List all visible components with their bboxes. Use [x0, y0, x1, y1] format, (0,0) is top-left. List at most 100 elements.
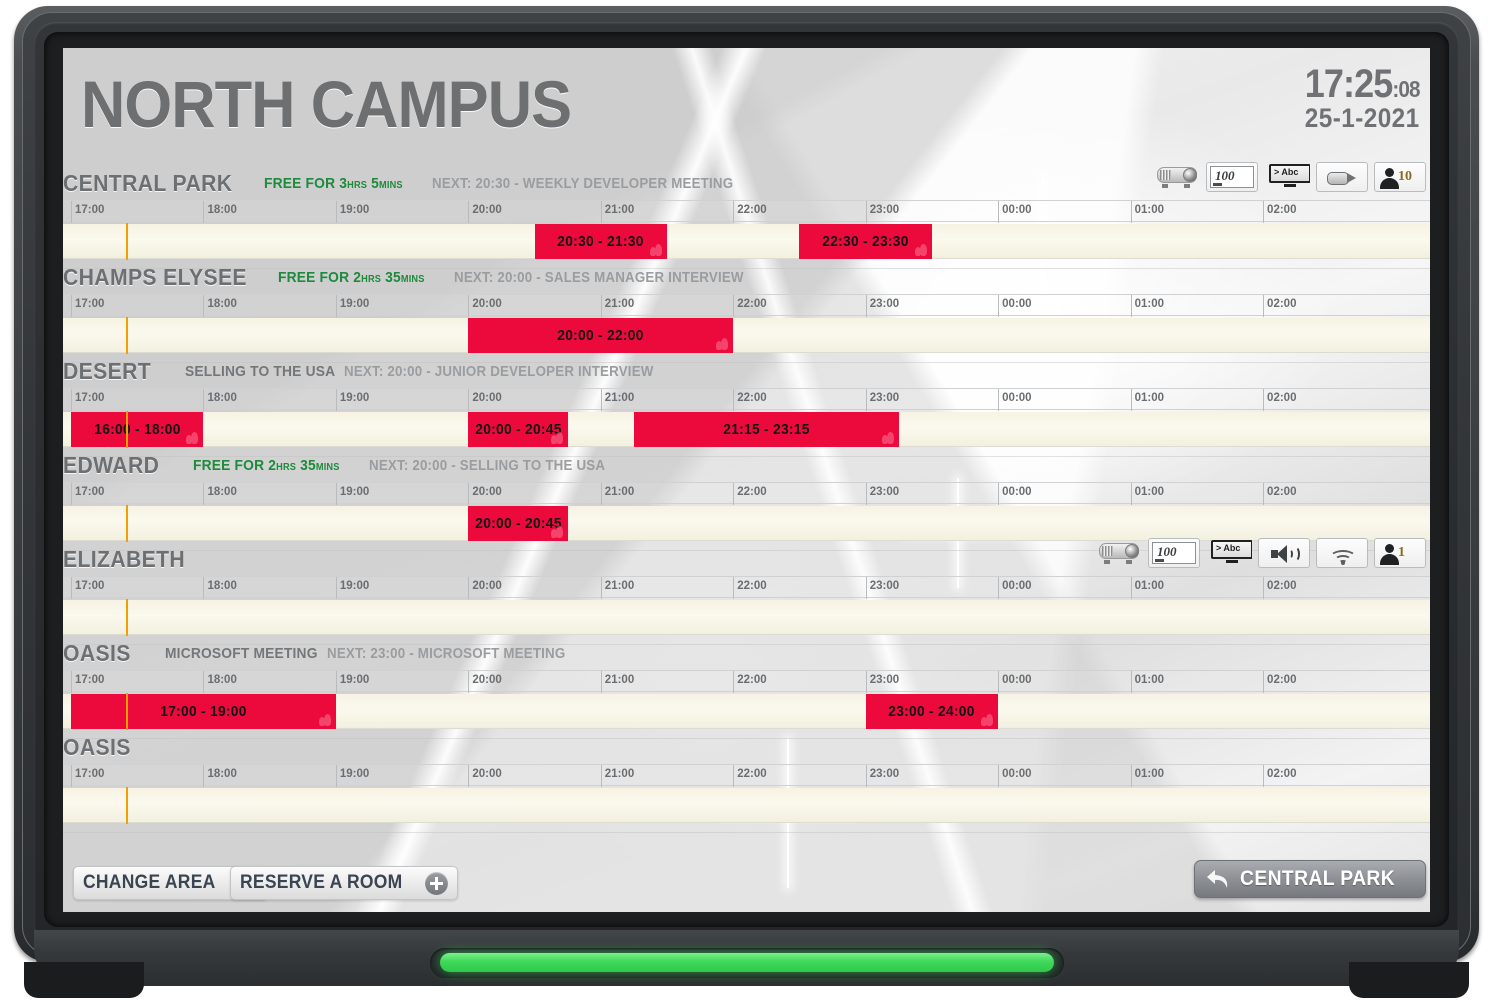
room-row[interactable]: DESERT SELLING TO THE USA NEXT: 20:00 - JU… [63, 354, 1430, 457]
timeline-tick: 19:00 [335, 389, 369, 411]
timeline-track[interactable]: 20:00 - 22:00 [63, 317, 1430, 354]
timeline-tick: 21:00 [600, 389, 634, 411]
footer-toolbar: CHANGE AREA RESERVE A ROOM CENTRAL PARK [63, 858, 1430, 904]
undo-arrow-icon [1205, 868, 1231, 890]
back-button-label: CENTRAL PARK [1240, 867, 1396, 890]
room-status-minutes: 35 [381, 269, 402, 286]
room-status: FREE FOR 2HRS 35MINS [193, 457, 340, 474]
video-camera-icon [1316, 162, 1368, 192]
current-time-marker [126, 787, 129, 824]
booking-block[interactable]: 21:15 - 23:15 [633, 412, 899, 447]
booking-block[interactable]: 16:00 - 18:00 [71, 412, 204, 447]
booking-block[interactable]: 20:00 - 22:00 [468, 318, 734, 353]
timeline-tick: 19:00 [335, 201, 369, 223]
timeline-tick: 01:00 [1130, 201, 1164, 223]
current-time-marker [126, 411, 129, 448]
timeline-tick: 18:00 [203, 765, 237, 787]
timeline-tick-label: 20:00 [472, 674, 502, 686]
booking-block[interactable]: 22:30 - 23:30 [799, 224, 932, 259]
booking-block[interactable]: 20:00 - 20:45 [468, 412, 568, 447]
timeline-tick-label: 17:00 [75, 768, 105, 780]
booking-label: 21:15 - 23:15 [723, 421, 810, 438]
timeline-tick: 18:00 [203, 671, 237, 693]
timeline-tick-label: 02:00 [1267, 204, 1297, 216]
timeline-tick-label: 21:00 [604, 298, 635, 310]
timeline-tick-label: 18:00 [207, 580, 237, 592]
room-next-meeting: NEXT: 20:00 - JUNIOR DEVELOPER INTERVIEW [343, 364, 654, 380]
timeline-tick: 00:00 [998, 671, 1032, 693]
timeline-track[interactable] [63, 599, 1430, 636]
timeline-tick: 18:00 [203, 389, 237, 411]
timeline-tick: 23:00 [865, 671, 899, 693]
timeline-tick-label: 20:00 [472, 392, 502, 404]
timeline-tick: 23:00 [865, 577, 899, 599]
timeline-track[interactable]: 16:00 - 18:00 20:00 - 20:45 21:15 - 23:15 [63, 411, 1430, 448]
timeline-tick: 21:00 [600, 201, 634, 223]
room-name: EDWARD [63, 452, 160, 478]
timeline-tick-label: 21:00 [604, 768, 635, 780]
timeline-tick-label: 00:00 [1002, 674, 1032, 686]
timeline-tick-label: 23:00 [869, 486, 900, 498]
room-row[interactable]: EDWARD FREE FOR 2HRS 35MINS NEXT: 20:00 - … [63, 448, 1430, 551]
timeline-tick-label: 01:00 [1134, 768, 1165, 780]
room-row[interactable]: CHAMPS ELYSEE FREE FOR 2HRS 35MINS NEXT: 2… [63, 260, 1430, 363]
timeline-tick-label: 22:00 [737, 204, 767, 216]
room-amenities: 100 > Abc 1 [1096, 538, 1426, 568]
room-status-unit-hrs: HRS [346, 180, 367, 191]
timeline-track[interactable] [63, 787, 1430, 824]
timeline-track[interactable]: 20:00 - 20:45 [63, 505, 1430, 542]
room-status: SELLING TO THE USA [185, 363, 335, 380]
timeline-tick-label: 00:00 [1002, 768, 1032, 780]
room-status-text: FREE FOR 3 [263, 175, 347, 192]
timeline-tick: 02:00 [1263, 389, 1296, 411]
booking-block[interactable]: 20:00 - 20:45 [468, 506, 568, 541]
timeline-tick: 20:00 [468, 671, 502, 693]
room-header: DESERT SELLING TO THE USA NEXT: 20:00 - JU… [63, 354, 1430, 388]
timeline-axis: 17:00 18:00 19:00 20:00 21:00 22:00 23:00 00:00… [63, 482, 1430, 505]
attendees-icon [186, 432, 200, 444]
back-button[interactable]: CENTRAL PARK [1194, 860, 1426, 898]
room-row[interactable]: OASIS MICROSOFT MEETING NEXT: 23:00 - MICR… [63, 636, 1430, 739]
room-status-unit-mins: MINS [315, 462, 340, 473]
timeline-tick-label: 21:00 [604, 204, 635, 216]
timeline-tick-label: 18:00 [207, 768, 237, 780]
reserve-room-button[interactable]: RESERVE A ROOM [230, 866, 458, 900]
row-divider [63, 738, 1430, 739]
timeline-axis: 17:00 18:00 19:00 20:00 21:00 22:00 23:00 00:00… [63, 670, 1430, 693]
booking-block[interactable]: 20:30 - 21:30 [534, 224, 668, 259]
timeline-track[interactable]: 20:30 - 21:30 22:30 - 23:30 [63, 223, 1430, 260]
timeline-tick: 18:00 [203, 201, 237, 223]
capacity-icon: 1 [1374, 538, 1426, 568]
timeline-tick: 22:00 [733, 483, 767, 505]
timeline-tick-label: 17:00 [75, 580, 105, 592]
room-booking-screen: NORTH CAMPUS 17:25:08 25-1-2021 CENTRAL … [63, 48, 1430, 912]
timeline-tick-label: 19:00 [339, 298, 370, 310]
projector-icon [1154, 162, 1200, 192]
timeline-tick-label: 17:00 [75, 204, 105, 216]
timeline-track[interactable]: 17:00 - 19:00 23:00 - 24:00 [63, 693, 1430, 730]
room-row[interactable]: OASIS 17:00 18:00 19:00 20:00 21:00 22:00 23:00… [63, 730, 1430, 833]
room-name: ELIZABETH [63, 546, 186, 572]
timeline-tick: 01:00 [1130, 389, 1164, 411]
timeline-tick: 02:00 [1263, 201, 1296, 223]
room-name: OASIS [63, 640, 131, 666]
wifi-icon [1316, 538, 1368, 568]
timeline-tick-label: 02:00 [1267, 392, 1297, 404]
timeline-tick: 21:00 [600, 483, 634, 505]
timeline-tick-label: 01:00 [1134, 674, 1165, 686]
room-status-text: MICROSOFT MEETING [165, 645, 318, 662]
row-divider [63, 456, 1430, 457]
device-foot-right [1349, 962, 1469, 998]
timeline-tick-label: 23:00 [869, 674, 900, 686]
booking-block[interactable]: 23:00 - 24:00 [865, 694, 999, 729]
attendees-icon [550, 526, 565, 538]
timeline-tick: 19:00 [335, 577, 369, 599]
room-row[interactable]: ELIZABETH 100 > Abc 1 17:00 18:00 19:00 20:00 21… [63, 538, 1430, 645]
row-divider [63, 550, 1430, 551]
current-time-marker [126, 317, 129, 354]
booking-block[interactable]: 17:00 - 19:00 [71, 694, 336, 729]
timeline-tick-label: 23:00 [869, 298, 900, 310]
booking-label: 23:00 - 24:00 [888, 703, 976, 720]
clock-date: 25-1-2021 [1305, 103, 1420, 133]
room-row[interactable]: CENTRAL PARK FREE FOR 3HRS 5MINS NEXT: 20:… [63, 162, 1430, 269]
